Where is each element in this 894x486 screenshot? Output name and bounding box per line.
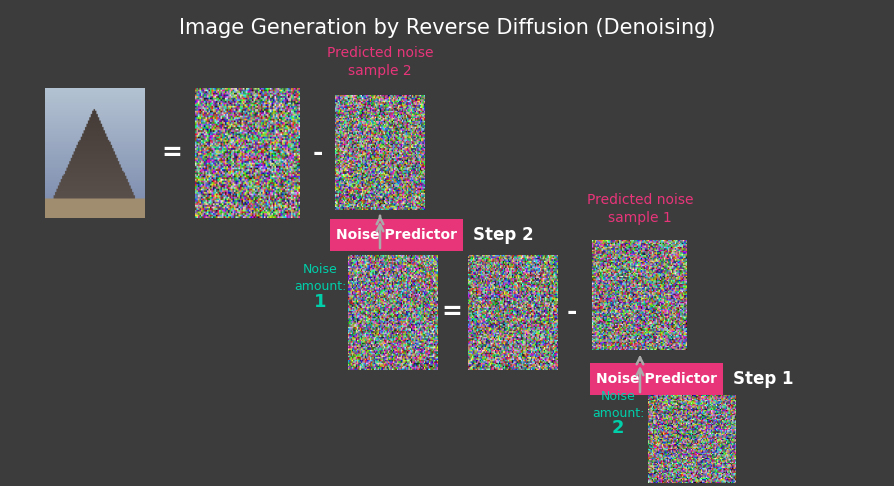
Text: Noise
amount:: Noise amount:: [293, 263, 346, 293]
FancyBboxPatch shape: [330, 219, 462, 251]
FancyBboxPatch shape: [589, 363, 722, 395]
Text: Image Generation by Reverse Diffusion (Denoising): Image Generation by Reverse Diffusion (D…: [179, 18, 715, 38]
Text: Predicted noise
sample 1: Predicted noise sample 1: [586, 192, 693, 225]
Text: 2: 2: [611, 419, 623, 437]
Text: Noise Predictor: Noise Predictor: [335, 228, 457, 242]
Text: -: -: [313, 141, 323, 165]
Text: Predicted noise
sample 2: Predicted noise sample 2: [326, 46, 433, 78]
Text: 1: 1: [314, 293, 326, 311]
Text: -: -: [566, 300, 577, 324]
Text: =: =: [162, 141, 182, 165]
Text: Step 2: Step 2: [472, 226, 533, 244]
Text: Noise
amount:: Noise amount:: [591, 390, 644, 420]
Text: =: =: [441, 300, 462, 324]
Text: Step 1: Step 1: [732, 370, 793, 388]
Text: Noise Predictor: Noise Predictor: [595, 372, 716, 386]
